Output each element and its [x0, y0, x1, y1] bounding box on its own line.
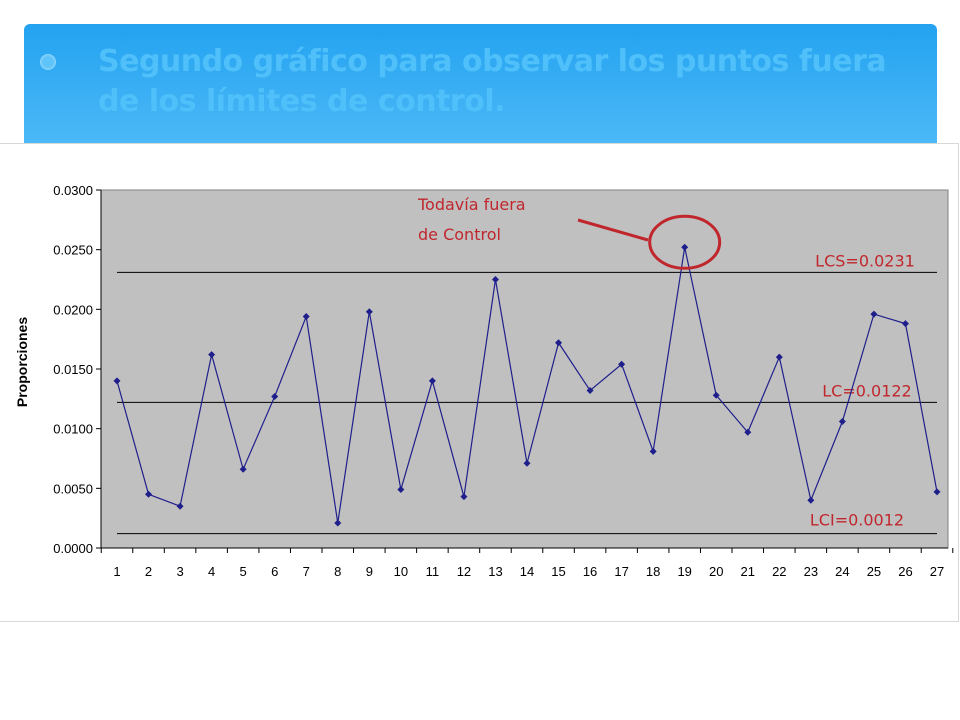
x-tick-label: 19 [677, 564, 691, 579]
data-point [271, 392, 279, 400]
x-tick-label: 22 [772, 564, 786, 579]
plot-area [100, 189, 949, 549]
y-tick-label: 0.0050 [53, 481, 93, 496]
control-line-label: LCI=0.0012 [810, 511, 904, 530]
y-tick-label: 0.0250 [53, 243, 93, 258]
control-line-label: LCS=0.0231 [815, 251, 915, 270]
x-tick-label: 10 [394, 564, 408, 579]
x-tick-label: 25 [867, 564, 881, 579]
annotation-text-line1: Todavía fuera [417, 195, 526, 214]
x-tick-label: 6 [271, 564, 278, 579]
data-point [208, 351, 216, 359]
annotation-pointer [577, 218, 649, 242]
x-tick-label: 12 [457, 564, 471, 579]
data-point [775, 353, 783, 361]
data-point [807, 496, 815, 504]
data-point [239, 465, 247, 473]
x-tick-label: 26 [898, 564, 912, 579]
x-tick-label: 16 [583, 564, 597, 579]
y-tick-label: 0.0200 [53, 302, 93, 317]
data-point [334, 519, 342, 527]
x-tick-label: 21 [741, 564, 755, 579]
y-axis-label: Proporciones [14, 317, 30, 407]
x-tick-label: 1 [113, 564, 120, 579]
data-point [744, 428, 752, 436]
x-tick-label: 2 [145, 564, 152, 579]
x-tick-label: 17 [614, 564, 628, 579]
control-line-label: LC=0.0122 [822, 381, 911, 400]
data-point [176, 502, 184, 510]
data-point [649, 447, 657, 455]
annotation-text-line2: de Control [418, 225, 501, 244]
y-tick-label: 0.0000 [53, 541, 93, 556]
data-point [933, 488, 941, 496]
data-point [460, 493, 468, 501]
x-tick-label: 5 [240, 564, 247, 579]
x-tick-label: 13 [488, 564, 502, 579]
x-tick-label: 4 [208, 564, 215, 579]
data-point [491, 276, 499, 283]
data-point [838, 418, 846, 426]
y-tick-label: 0.0300 [53, 183, 93, 198]
data-point [397, 486, 405, 494]
x-tick-label: 18 [646, 564, 660, 579]
data-point [523, 459, 531, 467]
y-tick-label: 0.0100 [53, 422, 93, 437]
data-point [586, 386, 594, 394]
x-tick-label: 7 [303, 564, 310, 579]
data-point [428, 377, 436, 385]
data-point [555, 339, 563, 347]
data-point [870, 310, 878, 318]
x-tick-label: 15 [551, 564, 565, 579]
data-point [901, 320, 909, 328]
data-point [365, 308, 373, 316]
data-point [712, 391, 720, 399]
x-tick-label: 11 [426, 564, 440, 579]
data-point [302, 312, 310, 320]
annotation-circle [648, 214, 722, 270]
x-tick-label: 14 [520, 564, 534, 579]
x-tick-label: 3 [176, 564, 183, 579]
x-tick-label: 8 [334, 564, 341, 579]
data-point [681, 243, 689, 251]
bullet-icon [40, 54, 56, 70]
data-point [145, 490, 153, 498]
x-tick-label: 20 [709, 564, 723, 579]
x-tick-label: 27 [930, 564, 944, 579]
x-tick-label: 23 [804, 564, 818, 579]
y-tick-label: 0.0150 [53, 362, 93, 377]
slide-title: Segundo gráfico para observar los puntos… [98, 44, 887, 119]
title-banner [24, 24, 937, 144]
data-point [618, 360, 626, 368]
x-tick-label: 9 [366, 564, 373, 579]
data-point [113, 377, 121, 385]
x-tick-label: 24 [835, 564, 849, 579]
